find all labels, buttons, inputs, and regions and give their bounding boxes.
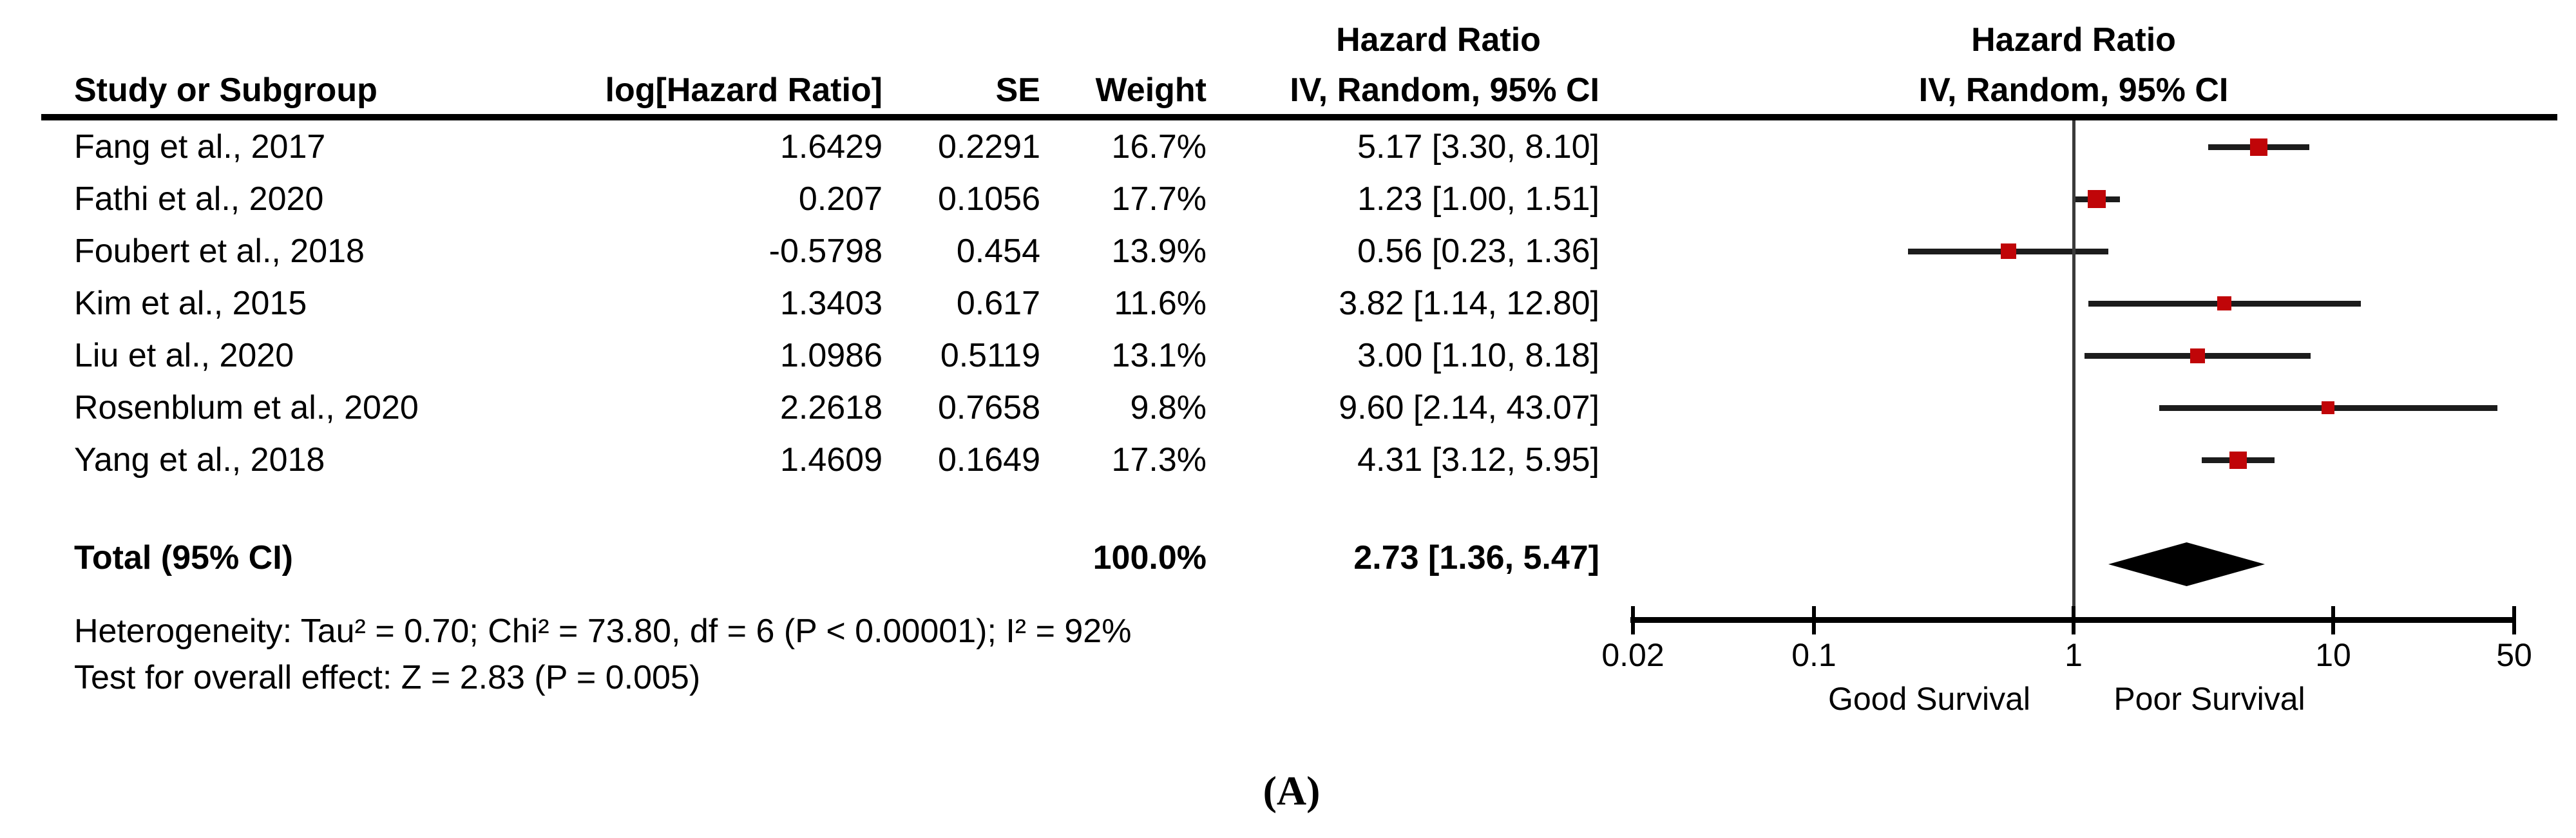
header-divider-rule <box>41 114 2557 120</box>
column-header-log-hazard-ratio: log[Hazard Ratio] <box>605 71 883 109</box>
total-row-weight: 100.0% <box>1092 539 1207 576</box>
plot-header-line2: IV, Random, 95% CI <box>1918 71 2229 109</box>
study-name: Liu et al., 2020 <box>74 337 294 374</box>
effect-square <box>2001 243 2016 259</box>
study-weight: 11.6% <box>1114 285 1207 322</box>
plot-header-line1: Hazard Ratio <box>1971 21 2176 59</box>
x-axis-tick <box>2512 606 2516 634</box>
study-name: Kim et al., 2015 <box>74 285 307 322</box>
total-row-ci: 2.73 [1.36, 5.47] <box>1353 539 1599 576</box>
column-header-weight: Weight <box>1095 71 1207 109</box>
x-axis-tick <box>2331 606 2335 634</box>
study-ci-text: 1.23 [1.00, 1.51] <box>1357 180 1599 218</box>
study-se: 0.617 <box>956 285 1040 322</box>
table-ci-header-line1: Hazard Ratio <box>1336 21 1541 59</box>
study-weight: 16.7% <box>1111 128 1207 166</box>
study-weight: 17.7% <box>1111 180 1207 218</box>
study-name: Fathi et al., 2020 <box>74 180 324 218</box>
effect-square <box>2229 452 2247 469</box>
study-log-hr: 1.0986 <box>779 337 883 374</box>
total-row-label: Total (95% CI) <box>74 539 293 576</box>
study-weight: 9.8% <box>1130 389 1207 426</box>
axis-label-good-survival: Good Survival <box>1827 681 2031 717</box>
effect-square <box>2217 296 2231 310</box>
study-log-hr: 1.4609 <box>779 441 883 479</box>
x-axis-tick-label: 0.1 <box>1791 637 1837 673</box>
study-ci-text: 0.56 [0.23, 1.36] <box>1357 233 1599 270</box>
effect-square <box>2322 401 2334 414</box>
overall-effect-text: Test for overall effect: Z = 2.83 (P = 0… <box>74 659 701 696</box>
study-name: Rosenblum et al., 2020 <box>74 389 419 426</box>
study-log-hr: 2.2618 <box>779 389 883 426</box>
column-header-ci: IV, Random, 95% CI <box>1290 71 1599 109</box>
study-se: 0.7658 <box>937 389 1040 426</box>
x-axis-tick <box>1812 606 1816 634</box>
study-ci-text: 5.17 [3.30, 8.10] <box>1357 128 1599 166</box>
study-log-hr: 1.6429 <box>779 128 883 166</box>
study-name: Fang et al., 2017 <box>74 128 326 166</box>
study-se: 0.2291 <box>937 128 1040 166</box>
effect-square <box>2250 138 2267 156</box>
study-weight: 13.9% <box>1111 233 1207 270</box>
effect-square <box>2190 348 2205 363</box>
x-axis-tick <box>1631 606 1635 634</box>
study-log-hr: 0.207 <box>798 180 883 218</box>
effect-square <box>2088 190 2106 208</box>
study-se: 0.454 <box>956 233 1040 270</box>
study-weight: 13.1% <box>1111 337 1207 374</box>
total-diamond <box>2108 542 2265 586</box>
heterogeneity-text: Heterogeneity: Tau² = 0.70; Chi² = 73.80… <box>74 613 1132 650</box>
x-axis-tick-label: 1 <box>2065 637 2083 673</box>
study-se: 0.5119 <box>940 337 1040 374</box>
null-effect-line <box>2072 120 2075 620</box>
study-ci-text: 3.00 [1.10, 8.18] <box>1357 337 1599 374</box>
axis-label-poor-survival: Poor Survival <box>2113 681 2305 717</box>
x-axis-tick-label: 0.02 <box>1601 637 1665 673</box>
study-se: 0.1056 <box>937 180 1040 218</box>
x-axis-tick-label: 50 <box>2496 637 2532 673</box>
column-header-study: Study or Subgroup <box>74 71 377 109</box>
column-header-se: SE <box>995 71 1040 109</box>
study-name: Yang et al., 2018 <box>74 441 325 479</box>
study-weight: 17.3% <box>1111 441 1207 479</box>
study-ci-text: 3.82 [1.14, 12.80] <box>1339 285 1599 322</box>
x-axis-tick-label: 10 <box>2315 637 2351 673</box>
study-log-hr: -0.5798 <box>768 233 883 270</box>
study-ci-text: 4.31 [3.12, 5.95] <box>1357 441 1599 479</box>
x-axis-tick <box>2072 606 2075 634</box>
study-log-hr: 1.3403 <box>779 285 883 322</box>
study-se: 0.1649 <box>937 441 1040 479</box>
study-name: Foubert et al., 2018 <box>74 233 365 270</box>
figure-panel-label: (A) <box>1263 768 1321 814</box>
study-ci-text: 9.60 [2.14, 43.07] <box>1339 389 1599 426</box>
